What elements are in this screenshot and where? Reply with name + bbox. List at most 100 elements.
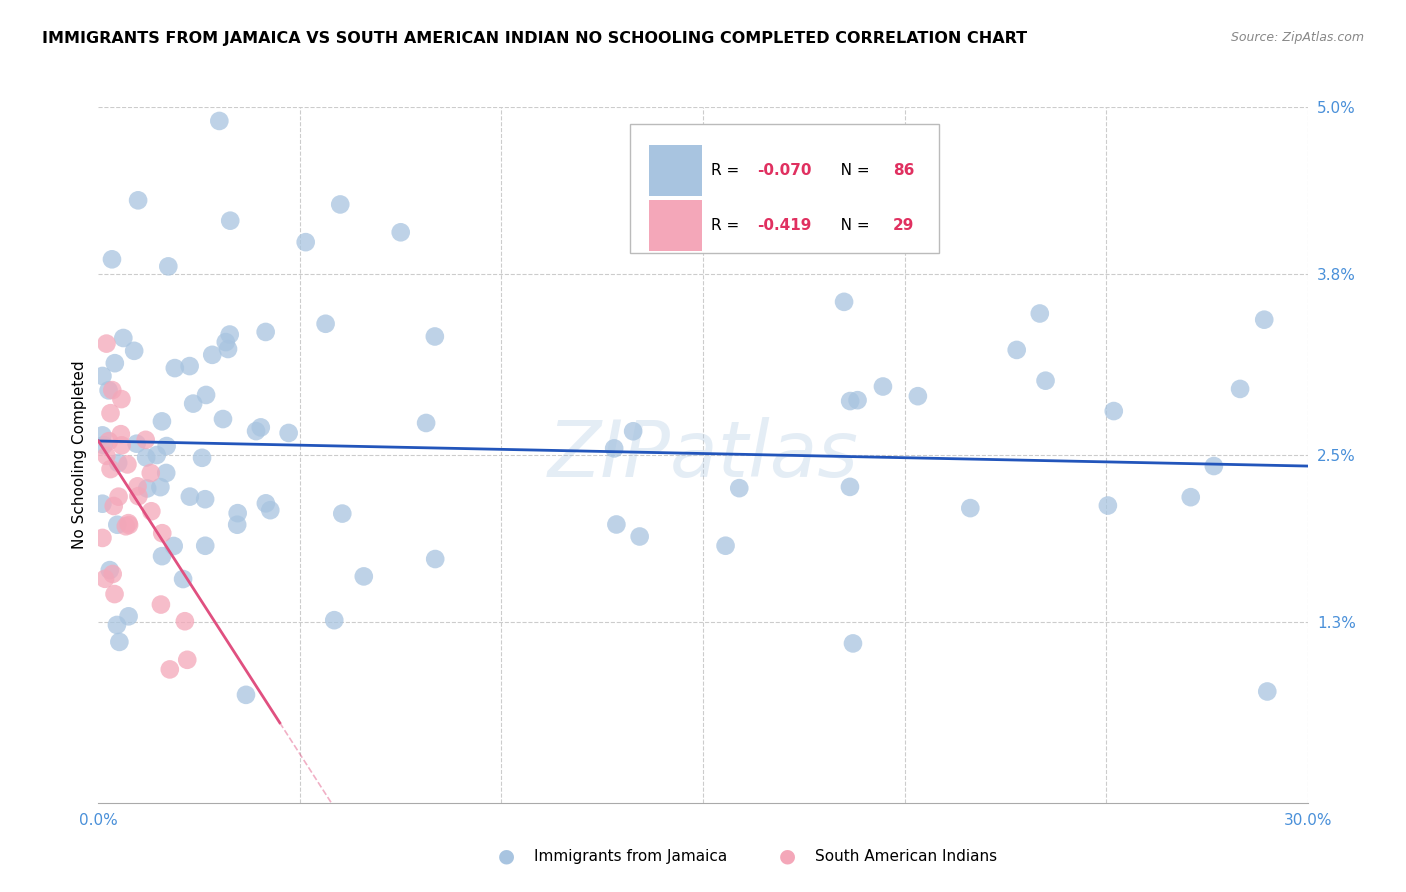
Point [93,438,115,452]
Point [100,462,122,476]
Point [832,294,855,309]
Point [330,507,353,521]
Point [201,348,224,362]
Point [173,614,195,628]
Point [1102,404,1125,418]
Point [118,518,141,533]
Point [117,609,139,624]
Point [150,526,173,541]
Point [94,572,117,586]
Point [163,539,186,553]
Point [91,368,114,383]
Point [195,388,218,402]
Point [245,424,267,438]
Text: R =: R = [711,218,745,233]
Point [621,424,644,438]
Point [135,450,157,465]
Point [101,252,124,267]
Point [111,438,134,452]
Text: Immigrants from Jamaica: Immigrants from Jamaica [534,849,727,863]
Point [91,531,114,545]
Point [112,331,135,345]
Point [146,448,169,462]
Point [157,260,180,274]
FancyBboxPatch shape [630,124,939,253]
Point [103,499,125,513]
Point [149,480,172,494]
Point [254,496,277,510]
Text: -0.419: -0.419 [758,218,811,233]
Point [155,466,177,480]
Point [108,635,131,649]
Point [163,361,186,376]
Point [97,434,120,449]
Point [605,517,627,532]
Point [110,427,132,442]
Point [959,501,981,516]
Point [122,343,145,358]
Point [181,396,204,410]
Point [226,517,249,532]
Text: R =: R = [711,163,745,178]
Point [98,563,121,577]
Point [176,653,198,667]
Text: Source: ZipAtlas.com: Source: ZipAtlas.com [1230,31,1364,45]
Point [846,393,869,408]
Point [159,662,181,676]
Point [315,317,337,331]
Point [1029,306,1052,320]
Point [423,329,446,343]
Point [254,325,277,339]
Point [141,504,163,518]
Point [91,497,114,511]
Point [105,618,128,632]
Point [839,394,862,409]
Point [117,516,139,530]
Point [389,225,412,239]
Point [839,480,862,494]
Point [628,529,651,543]
Point [872,379,894,393]
Point [1229,382,1251,396]
Point [97,384,120,398]
Text: ●: ● [498,847,515,866]
Point [1253,312,1275,326]
Y-axis label: No Schooling Completed: No Schooling Completed [72,360,87,549]
Text: South American Indians: South American Indians [815,849,998,863]
Text: IMMIGRANTS FROM JAMAICA VS SOUTH AMERICAN INDIAN NO SCHOOLING COMPLETED CORRELAT: IMMIGRANTS FROM JAMAICA VS SOUTH AMERICA… [42,31,1028,46]
Point [139,466,162,480]
Point [135,433,157,447]
Point [603,442,626,456]
Point [96,449,118,463]
Point [107,490,129,504]
Point [842,636,865,650]
Point [907,389,929,403]
Point [235,688,257,702]
Point [101,383,124,397]
Point [136,482,159,496]
Point [110,392,132,406]
Point [249,420,271,434]
Point [259,503,281,517]
Point [103,587,125,601]
FancyBboxPatch shape [648,145,702,196]
Point [117,458,139,472]
Point [714,539,737,553]
Point [329,197,352,211]
Point [217,342,239,356]
Point [172,572,194,586]
Point [91,428,114,442]
Point [1256,684,1278,698]
Point [277,425,299,440]
Point [114,519,136,533]
Point [194,539,217,553]
Point [1005,343,1028,357]
Point [149,598,172,612]
Point [101,566,124,581]
Point [294,235,316,249]
Point [353,569,375,583]
Point [156,439,179,453]
Point [105,517,128,532]
Point [226,506,249,520]
Point [1035,374,1057,388]
